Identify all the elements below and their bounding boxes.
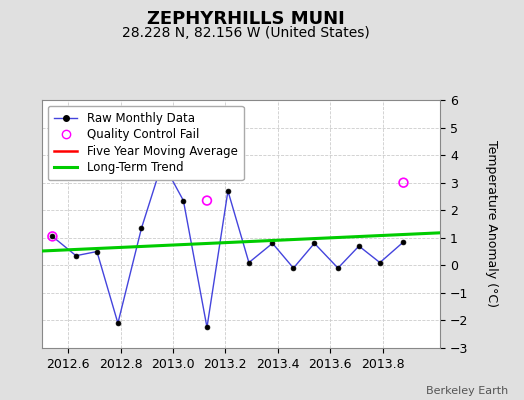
Point (399, 180, 408, 186)
Y-axis label: Temperature Anomaly (°C): Temperature Anomaly (°C) (485, 140, 498, 308)
Text: 28.228 N, 82.156 W (United States): 28.228 N, 82.156 W (United States) (123, 26, 370, 40)
Point (48, 233, 57, 240)
Text: Berkeley Earth: Berkeley Earth (426, 386, 508, 396)
Point (203, 197, 211, 204)
Text: ZEPHYRHILLS MUNI: ZEPHYRHILLS MUNI (147, 10, 345, 28)
Legend: Raw Monthly Data, Quality Control Fail, Five Year Moving Average, Long-Term Tren: Raw Monthly Data, Quality Control Fail, … (48, 106, 244, 180)
